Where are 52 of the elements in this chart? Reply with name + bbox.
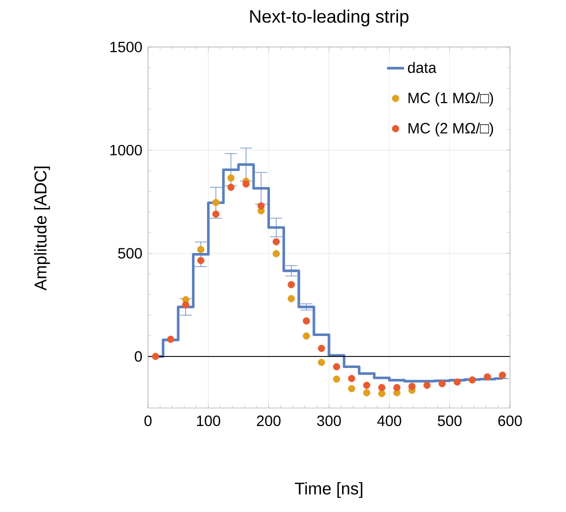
point	[318, 358, 326, 366]
point	[332, 363, 340, 370]
x-tick-label: 100	[197, 416, 220, 426]
point	[258, 202, 265, 210]
y-tick-label: 0	[134, 351, 142, 362]
point	[288, 295, 295, 302]
y-axis-title: Amplitude [ADC]	[34, 166, 50, 291]
point	[182, 301, 190, 308]
point	[393, 384, 400, 392]
x-tick-label: 200	[256, 416, 281, 426]
point	[423, 382, 431, 389]
y-tick-label: 1000	[110, 144, 142, 156]
point	[227, 184, 235, 191]
x-axis-title: Time [ns]	[294, 482, 362, 498]
point	[378, 384, 386, 392]
legend-label: data	[408, 62, 436, 73]
point	[197, 246, 204, 254]
point	[212, 210, 220, 218]
point	[363, 382, 370, 389]
point	[167, 336, 174, 343]
point	[227, 174, 235, 182]
point	[484, 373, 491, 380]
point	[302, 317, 310, 325]
x-tick-label: 500	[438, 416, 462, 426]
point	[468, 376, 476, 384]
point	[212, 198, 220, 206]
point	[454, 378, 461, 386]
x-tick-label: 600	[498, 416, 522, 426]
point	[152, 352, 160, 360]
point	[318, 344, 326, 352]
chart-title: Next-to-leading strip	[250, 10, 408, 26]
point	[197, 256, 204, 264]
point	[363, 389, 370, 396]
legend-label: MC (1 MΩ/□)	[408, 92, 494, 106]
point	[348, 385, 356, 392]
point	[378, 390, 386, 398]
point	[438, 380, 446, 388]
point	[272, 238, 280, 246]
point	[302, 332, 310, 340]
point	[332, 376, 340, 383]
x-tick-label: 300	[317, 416, 341, 426]
point	[272, 250, 280, 258]
point	[498, 372, 506, 379]
x-tick-label: 0	[144, 416, 152, 426]
point	[288, 281, 295, 288]
y-tick-label: 1500	[110, 42, 142, 52]
point	[242, 180, 250, 188]
point	[348, 374, 356, 382]
x-tick-label: 400	[377, 416, 402, 426]
point	[408, 382, 416, 390]
y-tick-label: 500	[118, 248, 142, 259]
legend-label: MC (2 MΩ/□)	[408, 122, 494, 136]
